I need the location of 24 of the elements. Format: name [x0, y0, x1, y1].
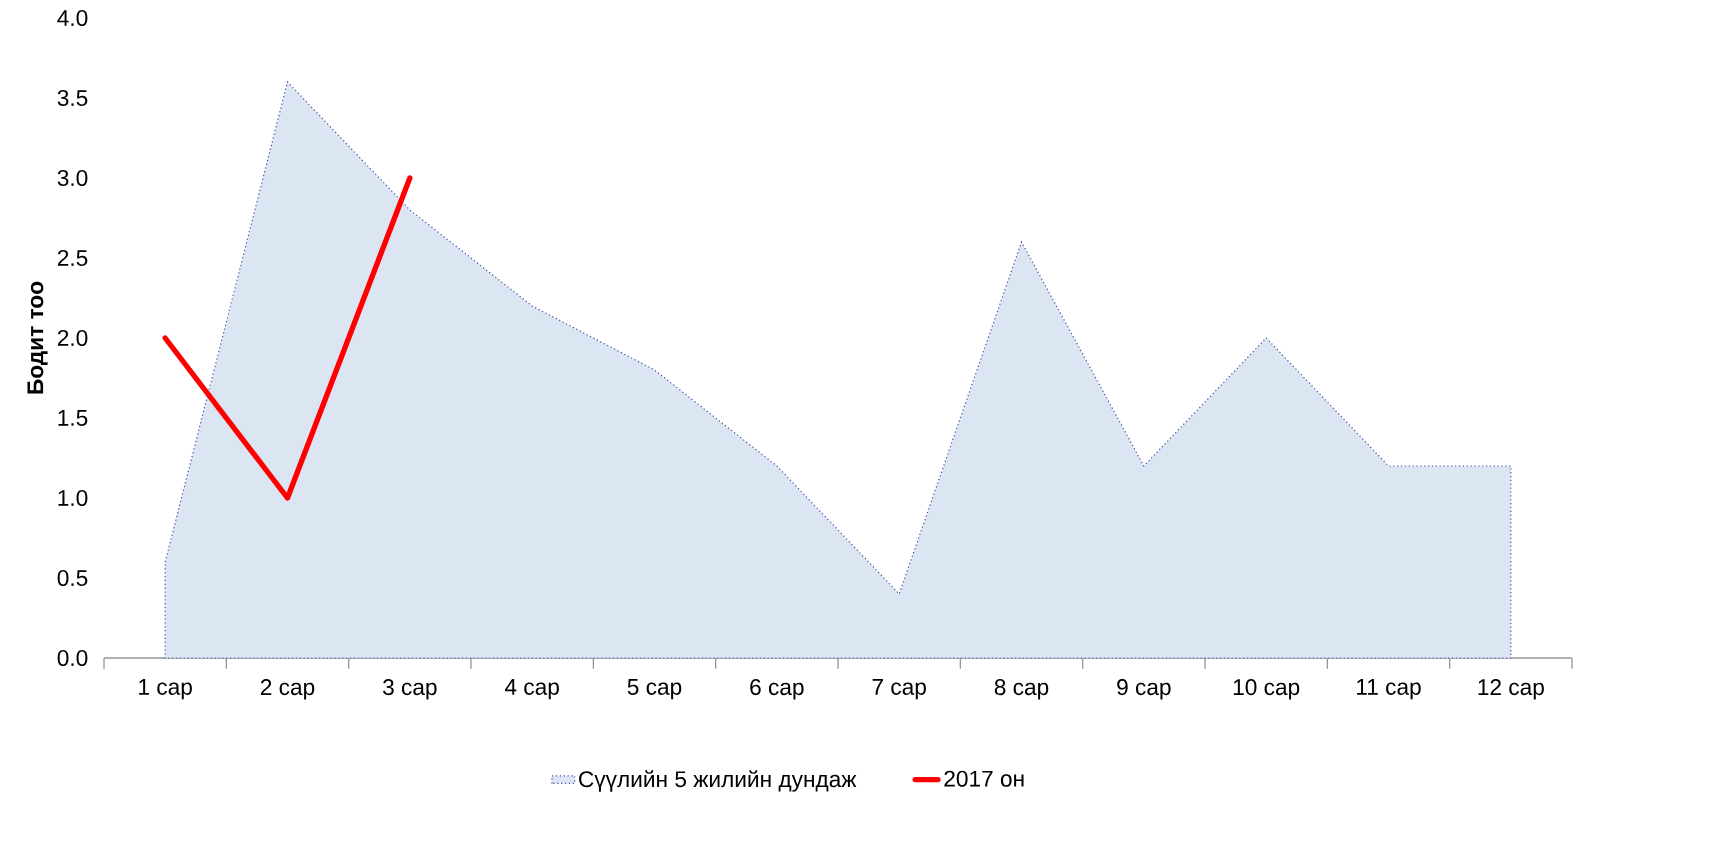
- x-tick-label: 10 сар: [1233, 679, 1300, 700]
- x-tick-label: 3 сар: [382, 679, 437, 700]
- x-tick-label: 4 сар: [504, 679, 559, 700]
- y-tick-label: 1.5: [58, 410, 88, 426]
- y-tick-label: 3.0: [57, 169, 88, 187]
- x-tick-label: 1 сар: [139, 679, 192, 700]
- x-tick-label: 12 сар: [1478, 679, 1544, 700]
- y-tick-label: 0.0: [57, 649, 88, 667]
- x-tick-label: 5 сар: [627, 679, 682, 700]
- y-tick-label: 4.0: [57, 9, 88, 27]
- y-tick-label: 1.0: [58, 489, 88, 507]
- x-tick-label: 7 сар: [872, 679, 926, 700]
- x-tick-label: 11 сар: [1357, 679, 1421, 700]
- y-tick-label: 2.5: [57, 249, 88, 267]
- legend-label: Сүүлийн 5 жилийн дундаж: [579, 770, 857, 792]
- y-tick-label: 3.5: [57, 89, 88, 107]
- y-axis-title: Бодит тоо: [27, 281, 48, 394]
- y-tick-label: 2.0: [57, 329, 88, 347]
- x-tick-label: 8 сар: [994, 679, 1049, 700]
- legend-label: 2017 он: [944, 770, 1024, 787]
- x-tick-label: 2 сар: [260, 679, 315, 700]
- x-tick-label: 6 сар: [750, 679, 804, 700]
- y-tick-label: 0.5: [57, 569, 88, 587]
- x-tick-label: 9 сар: [1117, 679, 1171, 700]
